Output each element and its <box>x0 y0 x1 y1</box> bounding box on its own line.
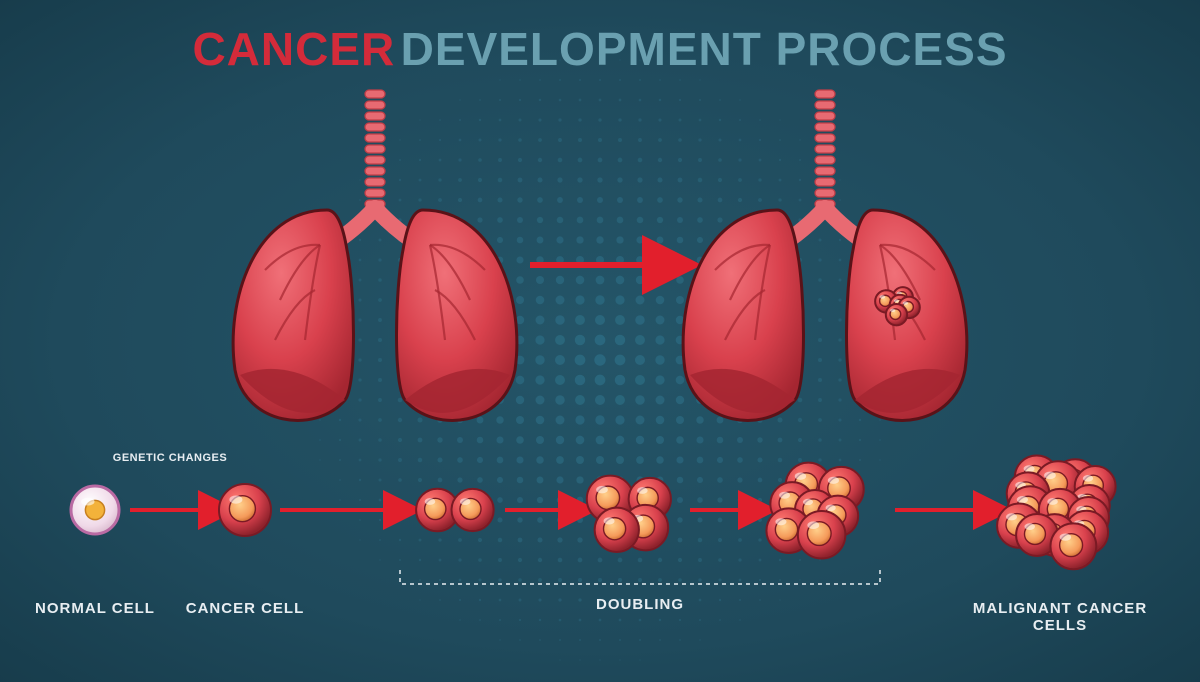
background-svg <box>0 0 1200 682</box>
cell-stage <box>219 484 271 536</box>
label-cancer-cell: CANCER CELL <box>175 600 315 617</box>
title-word-1: CANCER <box>192 23 395 75</box>
cell-stage <box>587 476 671 552</box>
label-normal-cell: NORMAL CELL <box>25 600 165 617</box>
label-genetic-changes: GENETIC CHANGES <box>100 452 240 464</box>
title-word-2: DEVELOPMENT PROCESS <box>401 23 1008 75</box>
cell-stage <box>71 486 119 534</box>
infographic-stage: CANCER DEVELOPMENT PROCESS NORMAL CELL C… <box>0 0 1200 682</box>
label-doubling: DOUBLING <box>540 596 740 613</box>
label-malignant: MALIGNANT CANCER CELLS <box>950 600 1170 634</box>
title: CANCER DEVELOPMENT PROCESS <box>0 22 1200 76</box>
